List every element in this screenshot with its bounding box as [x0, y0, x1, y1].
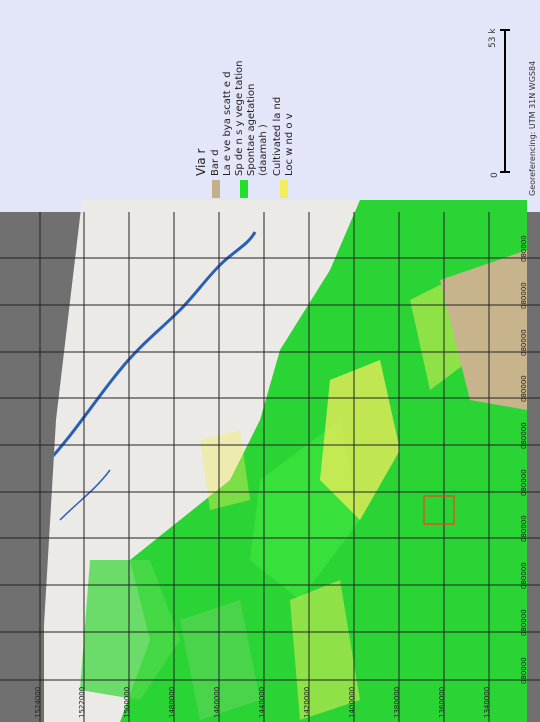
- coordinate-grid: [0, 212, 540, 722]
- legend-item-spontaneous: Spontae agetation: [246, 83, 257, 176]
- legend-swatch-vegetation: [240, 180, 248, 198]
- study-area-box: [423, 495, 455, 525]
- northing-label: 080000: [520, 657, 528, 684]
- easting-label: 1524000: [34, 686, 42, 718]
- legend-item-dense-vegetation: Sp de n s y vege tation: [234, 60, 245, 176]
- northing-label: 080000: [520, 609, 528, 636]
- easting-label: 1460000: [213, 686, 221, 718]
- northing-label: 080000: [520, 329, 528, 356]
- cultivated-zone: [320, 360, 400, 520]
- scale-value-label: 53 k: [488, 28, 498, 48]
- northing-label: 080000: [520, 282, 528, 309]
- satellite-scene: [44, 200, 527, 722]
- easting-label: 1522000: [78, 686, 86, 718]
- easting-label: 1380000: [393, 686, 401, 718]
- easting-label: 1480000: [168, 686, 176, 718]
- northing-label: 080000: [520, 375, 528, 402]
- northing-label: 080000: [520, 469, 528, 496]
- scale-bar: [500, 29, 510, 173]
- legend-panel: [0, 0, 540, 212]
- legend-swatch-cultivated: [280, 180, 288, 198]
- easting-label: 1500000: [123, 686, 131, 718]
- easting-label: 1340000: [483, 686, 491, 718]
- easting-label: 1440000: [258, 686, 266, 718]
- legend-item-lowland: Loc w nd o v: [284, 113, 295, 176]
- scale-zero-label: 0: [490, 172, 500, 178]
- legend-swatch-bare: [212, 180, 220, 198]
- easting-label: 1420000: [303, 686, 311, 718]
- sand-zone: [440, 250, 527, 410]
- easting-label: 1400000: [348, 686, 356, 718]
- legend-item-bare: Bar d: [210, 149, 221, 176]
- northing-label: 080000: [520, 422, 528, 449]
- northing-label: 080000: [520, 515, 528, 542]
- easting-label: 1360000: [438, 686, 446, 718]
- northing-label: 080000: [520, 562, 528, 589]
- legend-item-daamah: (daamah ): [258, 124, 269, 176]
- legend-title: Via r: [194, 148, 208, 176]
- legend-item-cultivated: Cultivated la nd: [272, 96, 283, 176]
- legend-item-scattered: La e ve bya scatt e d: [222, 71, 233, 176]
- northing-label: 080000: [520, 235, 528, 262]
- georeference-note: Georeferencing: UTM 31N WGS84: [528, 60, 537, 196]
